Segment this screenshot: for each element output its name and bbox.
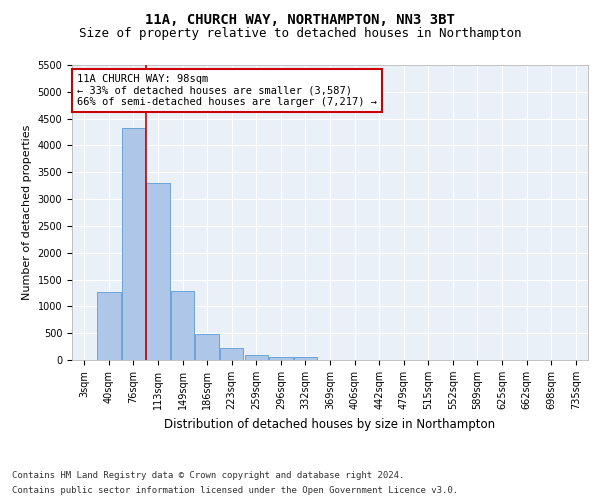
- Bar: [146, 183, 170, 360]
- X-axis label: Distribution of detached houses by size in Northampton: Distribution of detached houses by size …: [164, 418, 496, 430]
- Text: Contains HM Land Registry data © Crown copyright and database right 2024.: Contains HM Land Registry data © Crown c…: [12, 471, 404, 480]
- Bar: [196, 334, 219, 360]
- Bar: [97, 292, 121, 360]
- Text: Size of property relative to detached houses in Northampton: Size of property relative to detached ho…: [79, 28, 521, 40]
- Bar: [269, 357, 293, 360]
- Bar: [122, 128, 145, 360]
- Bar: [171, 292, 194, 360]
- Bar: [220, 348, 244, 360]
- Text: 11A CHURCH WAY: 98sqm
← 33% of detached houses are smaller (3,587)
66% of semi-d: 11A CHURCH WAY: 98sqm ← 33% of detached …: [77, 74, 377, 107]
- Text: 11A, CHURCH WAY, NORTHAMPTON, NN3 3BT: 11A, CHURCH WAY, NORTHAMPTON, NN3 3BT: [145, 12, 455, 26]
- Bar: [294, 357, 317, 360]
- Y-axis label: Number of detached properties: Number of detached properties: [22, 125, 32, 300]
- Bar: [245, 355, 268, 360]
- Text: Contains public sector information licensed under the Open Government Licence v3: Contains public sector information licen…: [12, 486, 458, 495]
